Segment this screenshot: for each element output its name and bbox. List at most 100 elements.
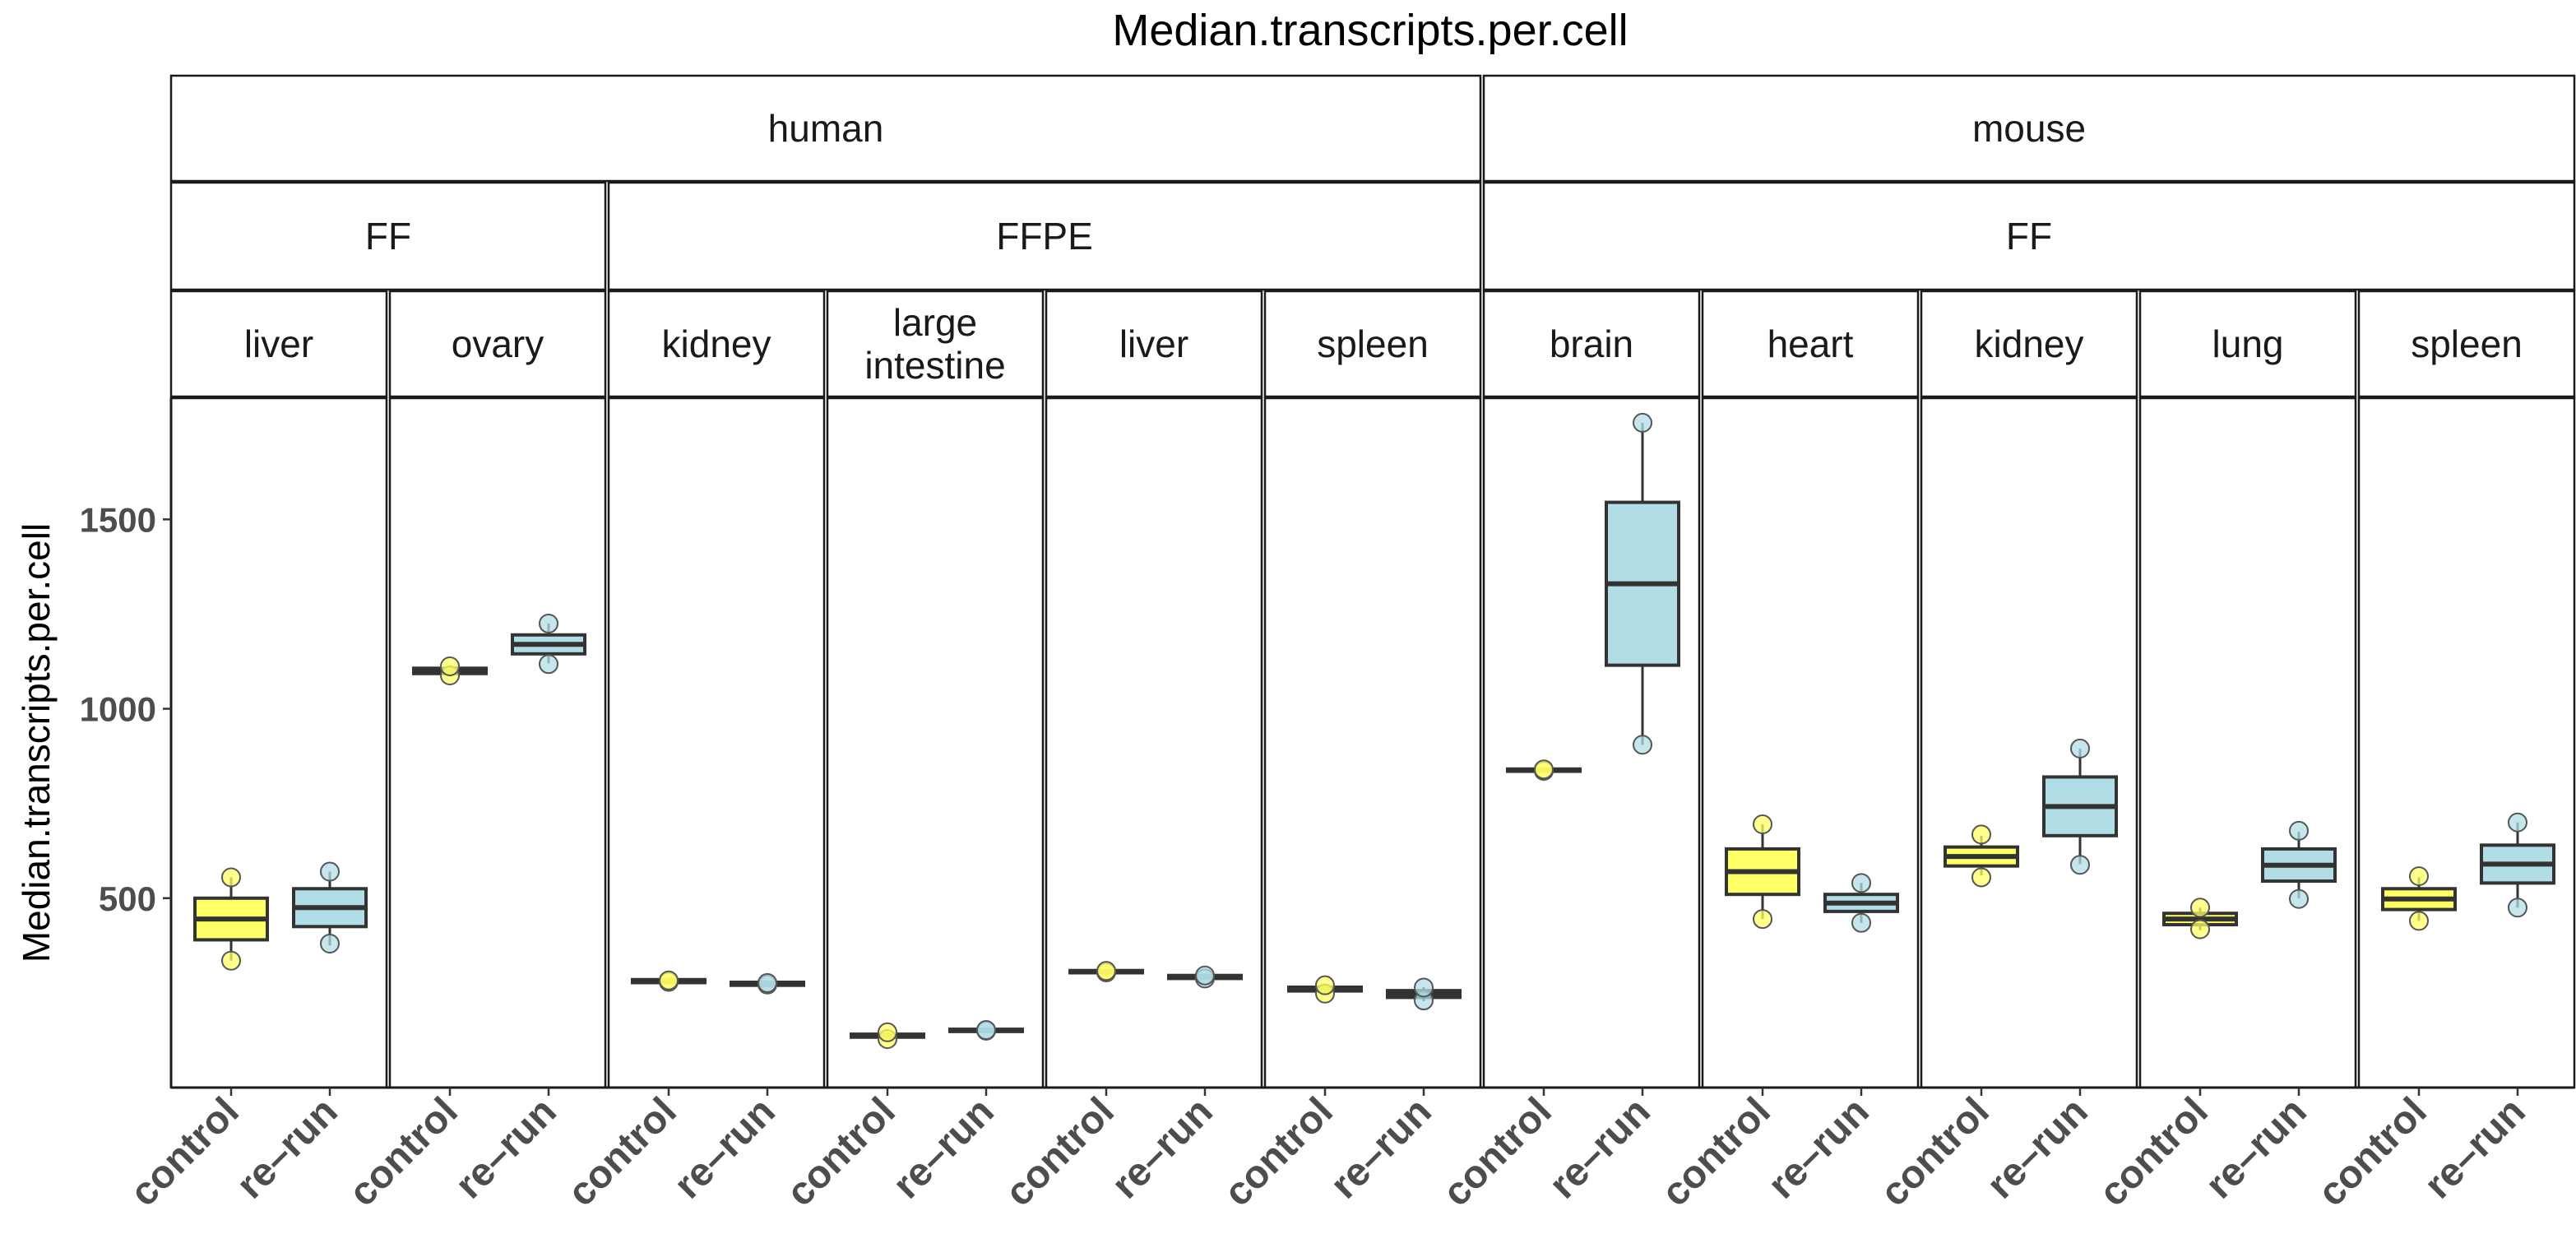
x-tick-label: control <box>1872 1089 1997 1214</box>
box-group <box>2381 866 2457 931</box>
prep-strip <box>607 181 1482 291</box>
tissue-strip-label: kidney <box>1975 322 2084 365</box>
tissue-strip <box>1482 290 1701 398</box>
x-tick-label: control <box>997 1089 1122 1214</box>
x-tick-label: re–run <box>2198 1089 2315 1207</box>
species-strip <box>169 74 1482 183</box>
data-point <box>878 1022 897 1042</box>
prep-strip-label: FF <box>2006 215 2052 257</box>
prep-strip <box>1482 181 2576 291</box>
panel-frame <box>1701 397 1920 1089</box>
data-point <box>659 970 679 990</box>
data-point <box>1633 412 1652 433</box>
x-tick-label: re–run <box>885 1089 1003 1207</box>
data-point <box>320 934 340 954</box>
data-point <box>2508 898 2527 918</box>
y-axis: 500 1000 1500 <box>80 398 2574 1089</box>
tissue-strip <box>2138 290 2357 398</box>
x-tick-label: control <box>1653 1089 1778 1214</box>
box-group <box>1605 412 1680 755</box>
box-group <box>1068 961 1144 983</box>
x-tick-label: re–run <box>229 1089 346 1207</box>
data-point <box>2508 812 2527 833</box>
data-point <box>221 867 241 888</box>
data-point <box>539 654 558 675</box>
tissue-strip-label: lung <box>2212 322 2284 365</box>
x-tick-label: control <box>559 1089 684 1214</box>
data-point <box>1753 814 1772 834</box>
panel-frame <box>1920 397 2138 1089</box>
prep-strip <box>169 181 607 291</box>
x-axis: controlre–runcontrolre–runcontrolre–runc… <box>122 1088 2534 1215</box>
x-tick-label: control <box>2091 1089 2216 1214</box>
data-point <box>539 613 558 633</box>
tissue-strip-label: spleen <box>1317 322 1429 365</box>
species-strip-label: human <box>768 107 884 150</box>
y-tick-label: 500 <box>99 879 156 918</box>
x-tick-label: control <box>1216 1089 1341 1214</box>
box-group <box>1823 873 1899 933</box>
panel-frame <box>1263 397 1482 1089</box>
box-group <box>631 970 707 992</box>
tissue-strip <box>826 290 1045 398</box>
x-tick-label: re–run <box>1541 1089 1659 1207</box>
x-tick-label: re–run <box>1979 1089 2096 1207</box>
panel-frame <box>826 397 1045 1089</box>
data-point <box>1096 961 1116 981</box>
data-point <box>1971 824 1991 845</box>
box-group <box>1506 759 1582 782</box>
data-point <box>1851 912 1871 933</box>
panel-frame <box>1045 397 1263 1089</box>
tissue-strip <box>169 290 388 398</box>
data-point <box>2070 738 2090 758</box>
x-tick-label: control <box>2310 1089 2435 1214</box>
facet-panels <box>169 397 2576 1089</box>
x-tick-label: re–run <box>1323 1089 1440 1207</box>
tissue-strip-label: liver <box>1119 322 1188 365</box>
x-tick-label: control <box>1434 1089 1559 1214</box>
box-group <box>1287 975 1363 1004</box>
tissue-strip <box>2357 290 2576 398</box>
box-group <box>2480 812 2555 918</box>
panel-frame <box>2138 397 2357 1089</box>
data-point <box>440 656 460 676</box>
data-point <box>1195 965 1215 986</box>
tissue-strip-label: liver <box>244 322 313 365</box>
panel-frame <box>388 397 607 1089</box>
tissue-strip <box>1263 290 1482 398</box>
box-group <box>1944 824 2019 888</box>
box-group <box>730 972 805 995</box>
box-group <box>948 1020 1024 1041</box>
data-point <box>2409 911 2429 931</box>
box-group <box>1386 977 1462 1011</box>
box-group <box>511 613 586 675</box>
data-point <box>2289 888 2309 909</box>
box-group <box>193 867 269 971</box>
x-tick-label: re–run <box>447 1089 565 1207</box>
panel-frame <box>169 397 388 1089</box>
data-point <box>1414 977 1434 998</box>
y-tick-label: 1500 <box>80 500 156 539</box>
x-tick-label: control <box>341 1089 466 1214</box>
y-tick-label: 1000 <box>80 690 156 729</box>
box-group <box>412 656 488 686</box>
y-axis-label: Median.transcripts.per.cell <box>15 523 58 963</box>
prep-strip-label: FF <box>365 215 411 257</box>
data-point <box>1633 735 1652 755</box>
tissue-strip-label: kidney <box>662 322 771 365</box>
box-group <box>2042 738 2118 875</box>
tissue-strip-label: intestine <box>864 344 1005 387</box>
box-group <box>1167 965 1243 989</box>
x-tick-label: re–run <box>1104 1089 1221 1207</box>
x-tick-label: re–run <box>666 1089 784 1207</box>
data-point <box>1534 759 1554 780</box>
box-group <box>292 861 368 954</box>
data-point <box>1315 975 1335 995</box>
tissue-strip-label: spleen <box>2411 322 2523 365</box>
data-point <box>758 972 777 993</box>
data-point <box>1851 873 1871 893</box>
data-point <box>221 950 241 971</box>
tissue-strip-label: ovary <box>452 322 544 365</box>
data-point <box>976 1020 996 1041</box>
